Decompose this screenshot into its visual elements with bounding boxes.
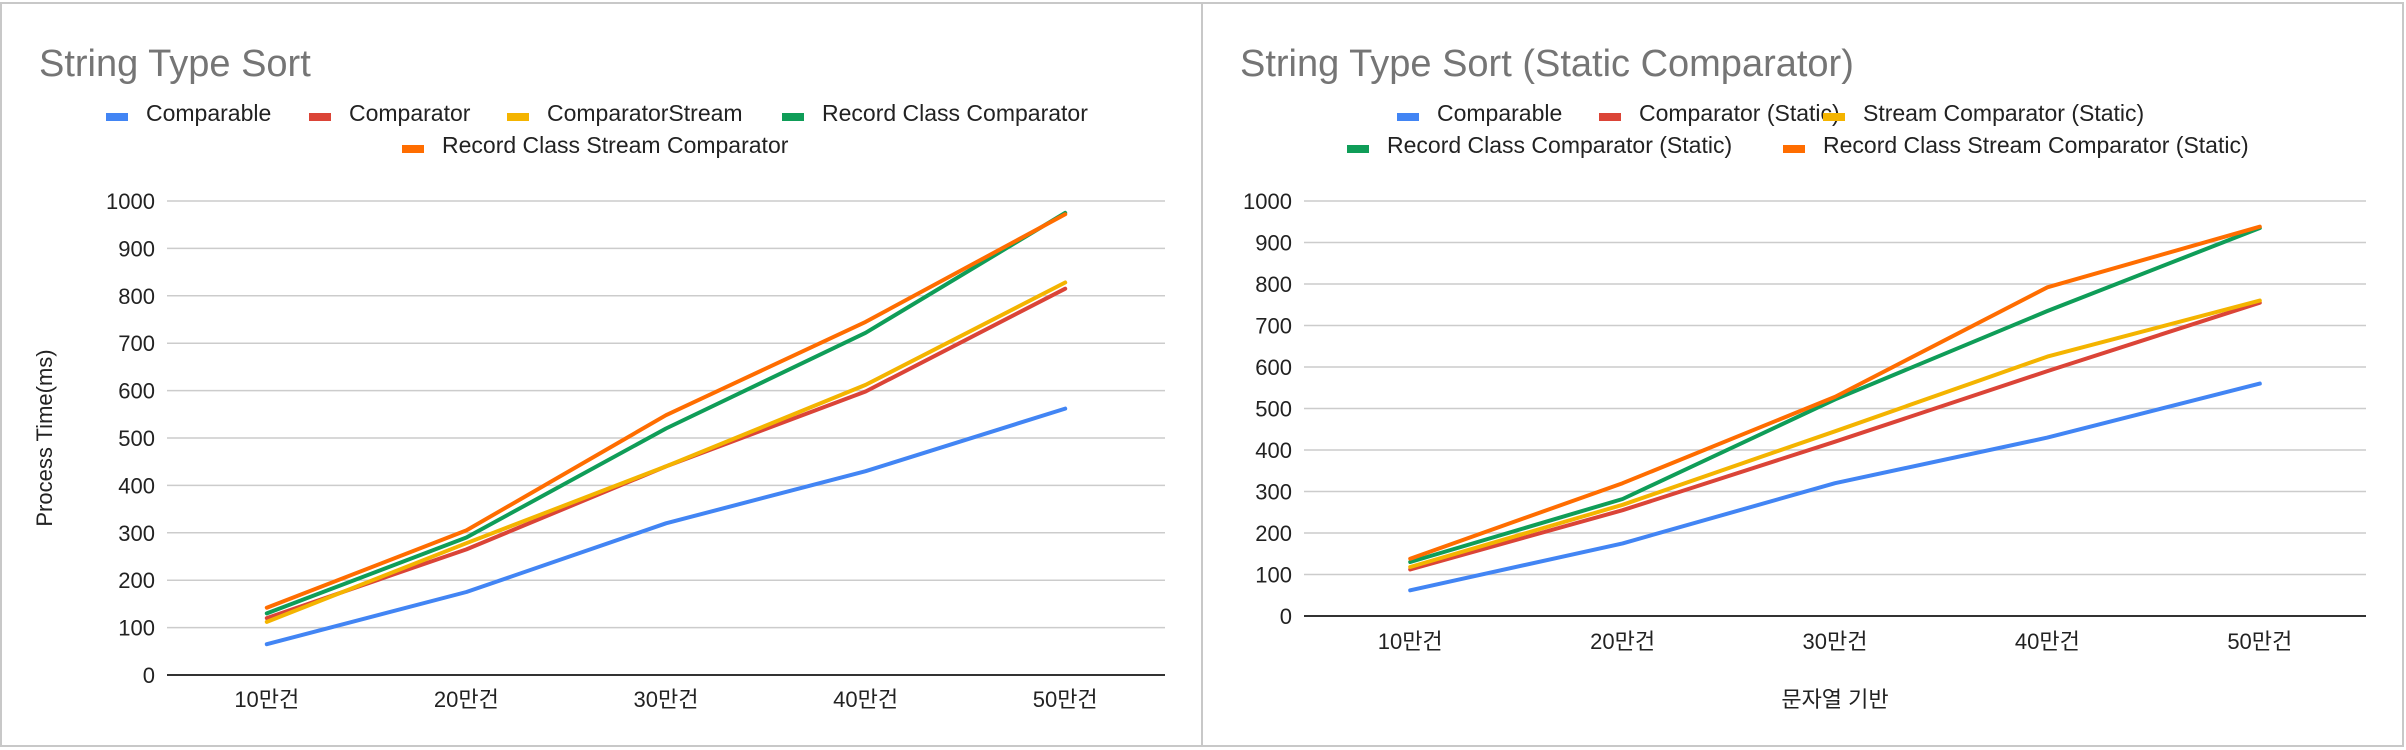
legend-label-comparator-static: Comparator (Static)	[1639, 100, 1840, 126]
y-axis-title: Process Time(ms)	[32, 349, 57, 526]
y-tick-label-300: 300	[1255, 480, 1292, 505]
x-tick-label-4: 40만건	[833, 687, 898, 712]
y-tick-label-900: 900	[1255, 231, 1292, 256]
y-tick-label-700: 700	[1255, 314, 1292, 339]
series-line-record-class-stream-comparator	[264, 212, 1068, 610]
y-tick-label-500: 500	[1255, 397, 1292, 422]
series-line-comparator-static	[1408, 300, 2262, 572]
legend-swatch-record-class-comparator	[782, 113, 804, 121]
y-tick-label-200: 200	[1255, 521, 1292, 546]
legend-label-comparable: Comparable	[1437, 100, 1562, 126]
x-tick-label-1: 10만건	[234, 687, 299, 712]
legend-label-comparable: Comparable	[146, 100, 271, 126]
series-line-comparable	[264, 406, 1068, 647]
y-tick-label-1000: 1000	[1243, 189, 1292, 214]
legend-swatch-comparatorstream	[507, 113, 529, 121]
legend-label-record-class-stream-comparator: Record Class Stream Comparator	[442, 132, 789, 158]
legend-swatch-record-class-comparator-static	[1347, 145, 1369, 153]
y-tick-label-400: 400	[1255, 438, 1292, 463]
chart-panel-string-type-sort: String Type Sort Comparable Comparator Comp…	[0, 2, 1203, 747]
series-line-stream-comparator-static	[1408, 298, 2262, 569]
series-line-comparatorstream	[264, 280, 1068, 624]
series-line-record-class-comparator	[264, 210, 1068, 616]
y-tick-label-200: 200	[118, 568, 155, 593]
legend-label-comparatorstream: ComparatorStream	[547, 100, 743, 126]
x-tick-label-3: 30만건	[1803, 629, 1868, 654]
series-line-record-class-stream-comparator-static	[1408, 224, 2262, 561]
legend-swatch-comparator	[309, 113, 331, 121]
y-tick-label-600: 600	[1255, 355, 1292, 380]
y-tick-label-0: 0	[1280, 604, 1292, 629]
legend-label-comparator: Comparator	[349, 100, 471, 126]
y-tick-label-600: 600	[118, 379, 155, 404]
chart-title: String Type Sort (Static Comparator)	[1240, 43, 1854, 85]
legend-swatch-comparable	[1397, 113, 1419, 121]
y-tick-label-300: 300	[118, 521, 155, 546]
series-line-record-class-comparator-static	[1408, 226, 2262, 564]
x-tick-label-4: 40만건	[2015, 629, 2080, 654]
y-tick-label-800: 800	[1255, 272, 1292, 297]
legend-label-record-class-comparator: Record Class Comparator	[822, 100, 1088, 126]
chart-panel-string-type-sort-static: String Type Sort (Static Comparator) Comp…	[1201, 2, 2404, 747]
legend-label-record-class-stream-comparator-static: Record Class Stream Comparator (Static)	[1823, 132, 2249, 158]
legend-swatch-stream-comparator-static	[1823, 113, 1845, 121]
y-tick-label-800: 800	[118, 284, 155, 309]
legend-swatch-comparator-static	[1599, 113, 1621, 121]
y-tick-label-500: 500	[118, 426, 155, 451]
legend-label-record-class-comparator-static: Record Class Comparator (Static)	[1387, 132, 1732, 158]
legend-label-stream-comparator-static: Stream Comparator (Static)	[1863, 100, 2144, 126]
y-tick-label-400: 400	[118, 473, 155, 498]
chart-title: String Type Sort	[39, 43, 311, 85]
x-tick-label-2: 20만건	[434, 687, 499, 712]
y-tick-label-1000: 1000	[106, 189, 155, 214]
chart-svg-string-type-sort: String Type Sort Comparable Comparator Comp…	[32, 43, 1165, 712]
y-tick-label-100: 100	[118, 616, 155, 641]
x-tick-label-5: 50만건	[2227, 629, 2292, 654]
y-tick-label-700: 700	[118, 331, 155, 356]
x-tick-label-2: 20만건	[1590, 629, 1655, 654]
x-axis-title: 문자열 기반	[1781, 687, 1888, 712]
legend-swatch-record-class-stream-comparator-static	[1783, 145, 1805, 153]
legend-swatch-comparable	[106, 113, 128, 121]
y-tick-label-100: 100	[1255, 563, 1292, 588]
chart-svg-string-type-sort-static: String Type Sort (Static Comparator) Comp…	[1240, 43, 2366, 712]
y-tick-label-0: 0	[143, 663, 155, 688]
x-tick-label-1: 10만건	[1378, 629, 1443, 654]
series-line-comparable	[1408, 381, 2262, 593]
x-tick-label-5: 50만건	[1033, 687, 1098, 712]
y-tick-label-900: 900	[118, 236, 155, 261]
x-tick-label-3: 30만건	[634, 687, 699, 712]
legend-swatch-record-class-stream-comparator	[402, 145, 424, 153]
